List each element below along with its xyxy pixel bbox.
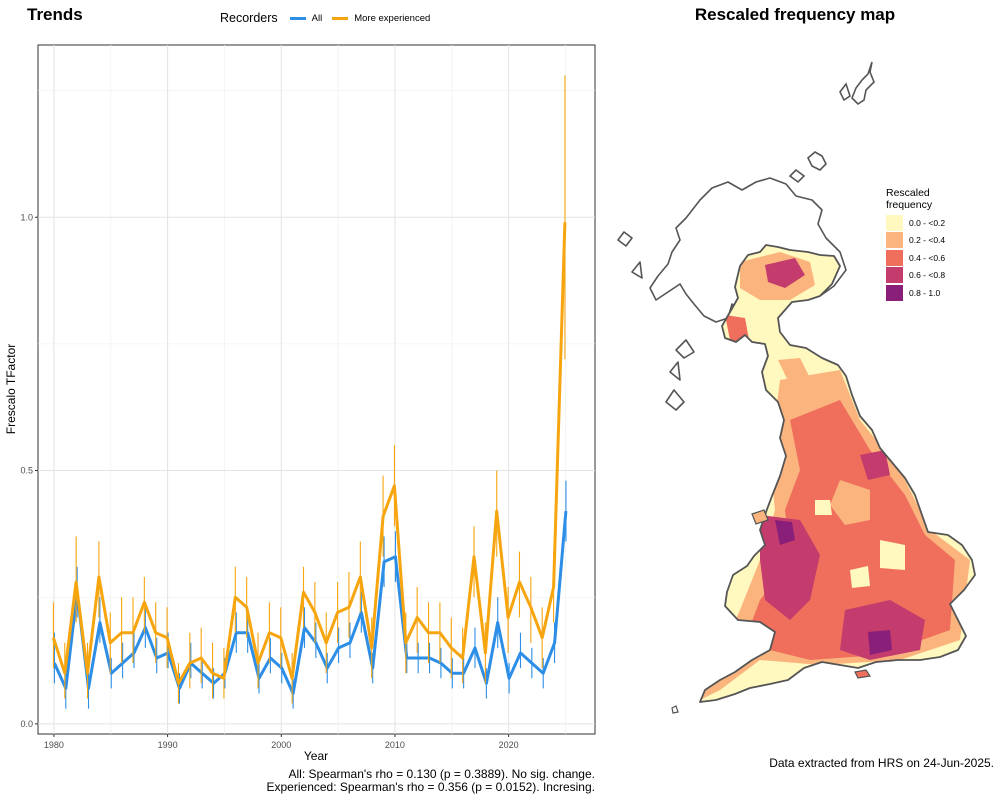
map-legend-row: 0.4 - <0.6 <box>886 249 945 267</box>
legend-swatch-all <box>289 16 306 20</box>
y-axis-label: Frescalo TFactor <box>4 344 18 434</box>
map-legend-title-line1: Rescaled <box>886 187 930 199</box>
series-line <box>53 510 568 695</box>
axis-ticks: 1980 1990 2000 2010 2020 0.0 0.5 1.0 <box>20 212 518 750</box>
map-legend: Rescaled frequency 0.0 - <0.2 0.2 - <0.4… <box>886 187 945 302</box>
map-legend-label: 0.4 - <0.6 <box>909 252 946 263</box>
map-legend-swatch <box>886 284 903 301</box>
map-legend-title: Rescaled frequency <box>886 187 945 211</box>
isle-of-wight <box>854 669 872 679</box>
scilly <box>671 705 679 714</box>
series-layer <box>51 75 568 709</box>
map-title: Rescaled frequency map <box>694 5 896 24</box>
map-legend-row: 0.2 - <0.4 <box>886 232 945 250</box>
map-legend-swatch <box>886 267 903 284</box>
map-legend-swatch <box>886 249 903 266</box>
northern-isles <box>788 61 875 184</box>
series-all <box>53 480 568 709</box>
legend-label-experienced: More experienced <box>354 12 431 24</box>
y-tick-label: 1.0 <box>20 212 33 222</box>
map-legend-row: 0.8 - 1.0 <box>886 284 945 302</box>
y-tick-label: 0.0 <box>20 719 33 729</box>
x-tick-label: 1980 <box>44 740 64 750</box>
x-axis-label: Year <box>304 749 328 763</box>
heat-layer <box>700 245 975 702</box>
trends-title: Trends <box>27 5 83 24</box>
series-experienced <box>51 75 567 704</box>
x-tick-label: 2000 <box>271 740 291 750</box>
map-legend-swatch <box>886 232 903 249</box>
stats-experienced: Experienced: Spearman's rho = 0.356 (p =… <box>266 780 596 794</box>
map-legend-label: 0.6 - <0.8 <box>909 270 946 281</box>
y-tick-label: 0.5 <box>20 466 33 476</box>
extract-note: Data extracted from HRS on 24-Jun-2025. <box>769 756 994 770</box>
series-line <box>51 222 567 685</box>
map-legend-title-line2: frequency <box>886 199 933 211</box>
trends-chart: 1980 1990 2000 2010 2020 0.0 0.5 1.0 Frescalo T… <box>4 44 596 763</box>
map-legend-row: 0.0 - <0.2 <box>886 214 945 232</box>
stats-all: All: Spearman's rho = 0.130 (p = 0.3889)… <box>288 767 595 781</box>
gb-coastline <box>699 244 976 703</box>
x-tick-label: 2020 <box>499 740 519 750</box>
map-legend-swatch <box>886 214 903 231</box>
map-legend-row: 0.6 - <0.8 <box>886 267 945 285</box>
legend-title: Recorders <box>220 11 278 25</box>
legend-swatch-experienced <box>332 16 349 20</box>
x-tick-label: 2010 <box>385 740 405 750</box>
frequency-map <box>617 61 976 714</box>
spearman-stats: All: Spearman's rho = 0.130 (p = 0.3889)… <box>267 768 596 794</box>
legend-label-all: All <box>311 12 323 24</box>
recorders-legend: Recorders All More experienced <box>220 11 434 25</box>
x-tick-label: 1990 <box>158 740 178 750</box>
anglesey <box>751 509 769 525</box>
map-legend-label: 0.2 - <0.4 <box>909 235 946 246</box>
map-legend-label: 0.8 - 1.0 <box>909 287 941 298</box>
map-legend-label: 0.0 - <0.2 <box>909 217 946 228</box>
